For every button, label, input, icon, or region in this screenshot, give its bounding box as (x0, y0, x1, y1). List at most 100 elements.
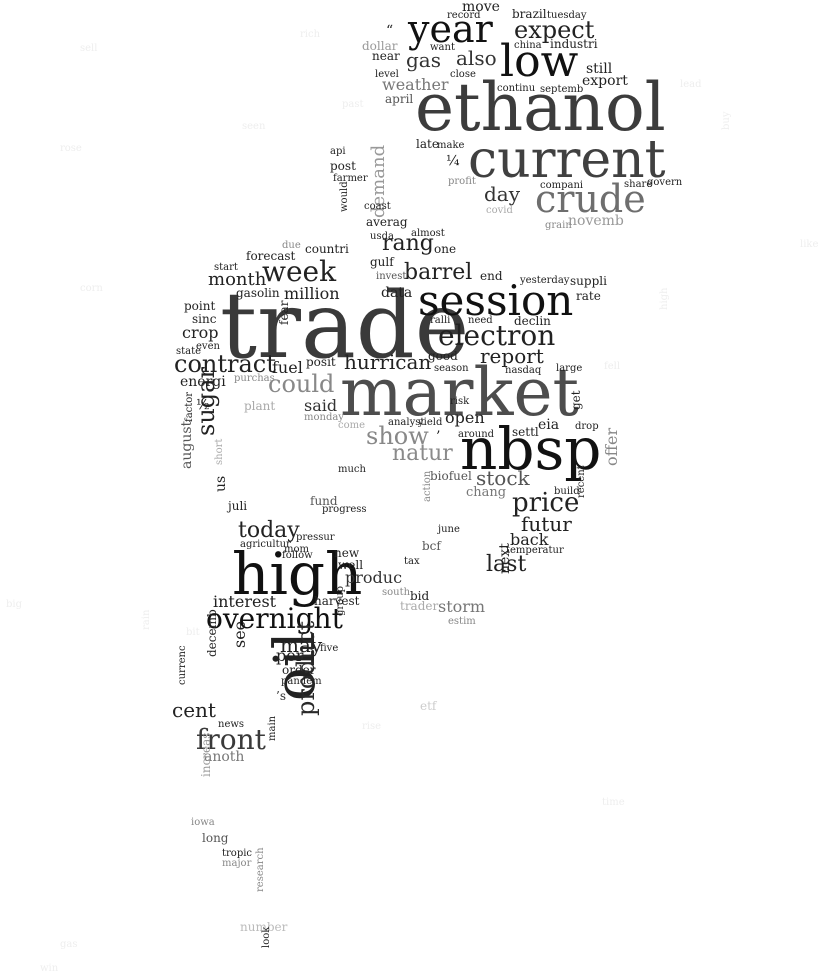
cloud-word: offer (602, 427, 621, 466)
cloud-word: rose (60, 143, 82, 154)
cloud-word: rich (300, 29, 321, 40)
cloud-word: grain (545, 220, 572, 231)
cloud-word: back (510, 530, 549, 549)
cloud-word: state (176, 346, 202, 357)
cloud-word: monday (304, 412, 344, 423)
cloud-word: api (330, 146, 346, 157)
cloud-word: move (462, 0, 500, 15)
cloud-word: past (342, 99, 364, 110)
cloud-word: bid (410, 589, 430, 603)
cloud-word: one (434, 242, 457, 256)
cloud-word: drop (575, 421, 599, 432)
cloud-word: compani (540, 180, 584, 191)
cloud-word: gas (406, 48, 441, 72)
cloud-word: want (430, 42, 455, 53)
cloud-word: look (261, 926, 272, 948)
cloud-word: need (468, 315, 493, 326)
cloud-word: stock (476, 466, 530, 490)
cloud-word: temperatur (506, 545, 564, 556)
cloud-word: forecast (246, 249, 296, 263)
cloud-word: us (213, 475, 229, 492)
cloud-word: usda (370, 231, 394, 242)
cloud-word: share (624, 179, 653, 190)
cloud-word: order (282, 663, 316, 677)
cloud-word: china (514, 40, 542, 51)
cloud-word: industri (550, 37, 598, 51)
cloud-word: season (434, 363, 469, 374)
cloud-word: tax (404, 556, 420, 567)
cloud-word: long (202, 831, 229, 845)
cloud-word: session (418, 276, 574, 325)
cloud-word: currenc (177, 645, 188, 685)
cloud-word: april (385, 92, 414, 106)
cloud-word: increas (199, 732, 213, 777)
cloud-word: tropic (222, 848, 253, 859)
cloud-word: report (480, 344, 544, 368)
cloud-word: fell (604, 361, 621, 372)
cloud-word: pandem (281, 676, 322, 687)
cloud-word: rang (382, 231, 434, 256)
cloud-word: tuesday (547, 10, 587, 21)
cloud-word: mom (284, 544, 309, 555)
cloud-word: record (447, 10, 481, 21)
cloud-word: electron (438, 319, 556, 352)
cloud-word: get (569, 390, 583, 410)
cloud-word: day (484, 182, 521, 206)
cloud-word: bit (186, 627, 200, 638)
cloud-word: estim (448, 616, 476, 627)
cloud-word: gulf (370, 255, 394, 269)
cloud-word: follow (282, 550, 313, 561)
cloud-word: fear (277, 300, 291, 325)
cloud-word: gasolin (236, 286, 280, 300)
cloud-word: like (800, 239, 819, 250)
cloud-word: storm (438, 597, 486, 616)
cloud-word: good (428, 349, 458, 363)
cloud-word: harvest (314, 594, 360, 608)
cloud-word: action (422, 470, 433, 502)
cloud-word: continu (497, 83, 536, 94)
cloud-word: last (486, 552, 527, 577)
cloud-word: rate (576, 289, 601, 303)
cloud-word: five (320, 643, 339, 654)
cloud-word: nbsp (460, 415, 602, 483)
cloud-word: high (232, 540, 363, 608)
cloud-word: main (267, 715, 278, 741)
cloud-word: govern (647, 177, 683, 188)
cloud-word: cent (172, 698, 216, 722)
cloud-word: chang (466, 485, 507, 500)
cloud-word: produc (345, 568, 403, 587)
cloud-word: time (602, 797, 625, 808)
cloud-word: energi (180, 374, 226, 390)
cloud-word: eia (538, 417, 560, 433)
cloud-word: million (284, 284, 340, 303)
cloud-word: market (340, 354, 580, 431)
cloud-word: large (556, 363, 583, 374)
cloud-word: settl (512, 425, 539, 439)
cloud-word: etf (420, 699, 437, 713)
cloud-word: yesterday (520, 275, 570, 286)
cloud-word: plant (244, 399, 276, 413)
cloud-word: month (208, 269, 267, 290)
cloud-word: even (196, 341, 220, 352)
cloud-word: purchas (234, 373, 275, 384)
cloud-word: much (338, 464, 366, 475)
cloud-word: number (240, 920, 288, 934)
cloud-word: pressur (296, 532, 335, 543)
cloud-word: crude (535, 177, 646, 221)
cloud-word: factor (184, 391, 195, 422)
cloud-word: trade (220, 272, 470, 379)
cloud-word: new (334, 546, 360, 560)
cloud-word: countri (305, 242, 349, 256)
cloud-word: buy (721, 111, 732, 131)
cloud-word: see (230, 620, 249, 648)
cloud-word: ¼ (446, 153, 460, 169)
cloud-word: interest (213, 592, 277, 611)
cloud-word: yield (418, 417, 443, 428)
cloud-word: data (381, 285, 413, 301)
cloud-word: seen (242, 121, 266, 132)
cloud-word: progress (322, 504, 367, 515)
cloud-word: brazil (512, 7, 547, 21)
cloud-word: price (512, 488, 580, 518)
cloud-word: anoth (204, 749, 245, 765)
